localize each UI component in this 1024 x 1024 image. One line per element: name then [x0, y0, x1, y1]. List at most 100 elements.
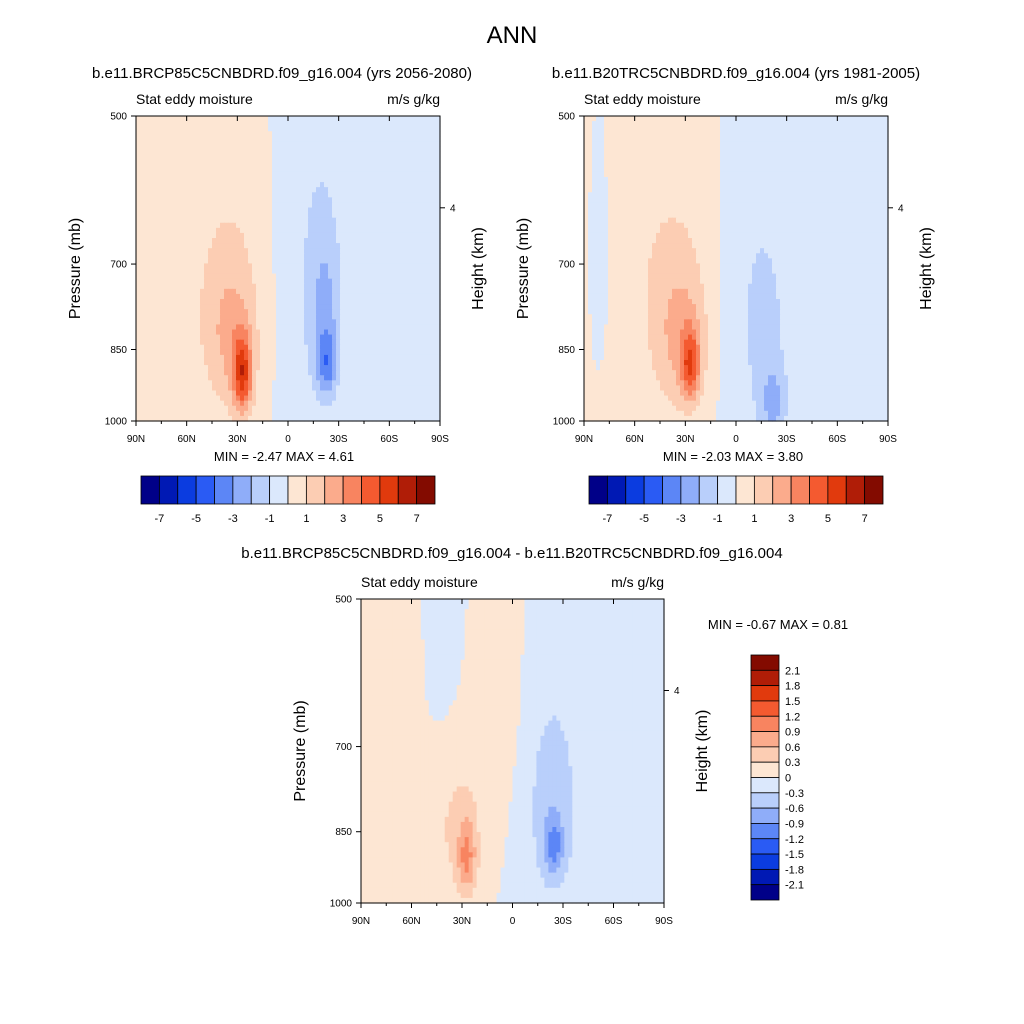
field-cell [196, 126, 201, 132]
field-cell [208, 253, 213, 259]
field-cell [208, 406, 213, 412]
field-cell [360, 279, 365, 285]
field-cell [152, 208, 157, 214]
field-cell [212, 177, 217, 183]
field-cell [724, 131, 729, 137]
field-cell [320, 147, 325, 153]
field-cell [296, 385, 301, 391]
field-cell [252, 304, 257, 310]
field-cell [628, 121, 633, 127]
field-cell [172, 197, 177, 203]
field-cell [320, 284, 325, 290]
field-cell [316, 360, 321, 366]
field-cell [428, 314, 433, 320]
field-cell [224, 187, 229, 193]
field-cell [312, 167, 317, 173]
field-cell [188, 167, 193, 173]
field-cell [384, 304, 389, 310]
field-cell [320, 253, 325, 259]
field-cell [136, 177, 141, 183]
field-cell [360, 228, 365, 234]
field-cell [408, 172, 413, 178]
field-cell [244, 385, 249, 391]
field-cell [664, 131, 669, 137]
field-cell [304, 391, 309, 397]
field-cell [384, 192, 389, 198]
field-cell [168, 401, 173, 407]
field-cell [152, 263, 157, 269]
field-cell [316, 238, 321, 244]
field-cell [148, 385, 153, 391]
field-cell [432, 314, 437, 320]
field-cell [308, 116, 313, 122]
field-cell [424, 314, 429, 320]
field-cell [428, 274, 433, 280]
field-cell [232, 202, 237, 208]
field-cell [360, 355, 365, 361]
field-cell [272, 136, 277, 142]
field-cell [280, 274, 285, 280]
field-cell [392, 126, 397, 132]
field-cell [268, 269, 273, 275]
field-cell [628, 136, 633, 142]
field-cell [156, 197, 161, 203]
field-cell [160, 274, 165, 280]
field-cell [736, 136, 741, 142]
field-cell [156, 340, 161, 346]
field-cell [776, 121, 781, 127]
field-cell [328, 294, 333, 300]
field-cell [432, 355, 437, 361]
field-cell [404, 131, 409, 137]
field-cell [388, 116, 393, 122]
field-cell [264, 187, 269, 193]
field-cell [276, 345, 281, 351]
field-cell [240, 253, 245, 259]
field-cell [240, 314, 245, 320]
field-cell [340, 380, 345, 386]
field-cell [420, 223, 425, 229]
field-cell [360, 396, 365, 402]
field-cell [140, 340, 145, 346]
field-cell [344, 126, 349, 132]
field-cell [216, 340, 221, 346]
field-cell [268, 263, 273, 269]
field-cell [340, 340, 345, 346]
field-cell [188, 157, 193, 163]
field-cell [156, 208, 161, 214]
field-cell [188, 340, 193, 346]
field-cell [340, 121, 345, 127]
field-cell [404, 152, 409, 158]
field-cell [380, 309, 385, 315]
field-cell [360, 187, 365, 193]
field-cell [188, 136, 193, 142]
field-cell [252, 152, 257, 158]
field-cell [428, 136, 433, 142]
field-cell [372, 304, 377, 310]
field-cell [140, 391, 145, 397]
field-cell [404, 289, 409, 295]
field-cell [592, 126, 597, 132]
field-cell [144, 411, 149, 417]
field-cell [344, 157, 349, 163]
field-cell [352, 345, 357, 351]
field-cell [148, 289, 153, 295]
field-cell [872, 126, 877, 132]
field-cell [428, 385, 433, 391]
field-cell [272, 147, 277, 153]
field-cell [288, 202, 293, 208]
field-cell [300, 370, 305, 376]
field-cell [272, 223, 277, 229]
field-cell [296, 294, 301, 300]
field-cell [376, 299, 381, 305]
field-cell [272, 172, 277, 178]
field-cell [380, 355, 385, 361]
field-cell [336, 294, 341, 300]
field-cell [276, 218, 281, 224]
field-cell [152, 162, 157, 168]
field-cell [344, 279, 349, 285]
field-cell [256, 335, 261, 341]
field-cell [412, 187, 417, 193]
field-cell [392, 162, 397, 168]
field-cell [752, 131, 757, 137]
field-cell [288, 152, 293, 158]
